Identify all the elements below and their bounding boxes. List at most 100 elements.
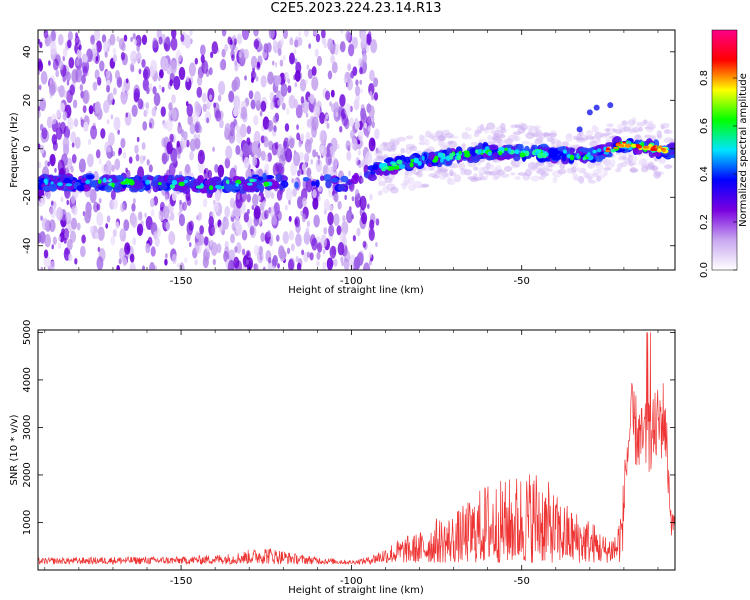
halo-blob bbox=[461, 131, 470, 140]
noise-blob bbox=[100, 128, 106, 139]
noise-blob bbox=[143, 155, 146, 161]
noise-blob bbox=[200, 44, 206, 56]
noise-blob bbox=[368, 105, 375, 119]
noise-blob bbox=[325, 90, 331, 101]
ridge-core-blob bbox=[463, 150, 470, 154]
noise-blob bbox=[136, 223, 144, 237]
noise-blob bbox=[160, 106, 166, 117]
noise-blob bbox=[271, 258, 277, 269]
halo-blob bbox=[594, 126, 599, 134]
noise-blob bbox=[296, 262, 302, 270]
y-tick-label: 3000 bbox=[22, 415, 33, 440]
halo-blob bbox=[552, 176, 558, 184]
ridge-blob bbox=[367, 173, 377, 182]
ridge-core-blob bbox=[586, 153, 590, 158]
noise-blob bbox=[58, 85, 65, 98]
halo-blob bbox=[432, 135, 439, 142]
noise-blob bbox=[282, 55, 286, 61]
noise-blob bbox=[327, 70, 333, 80]
noise-blob bbox=[287, 85, 292, 94]
hotspot-blob bbox=[613, 146, 619, 149]
noise-blob bbox=[43, 249, 49, 259]
halo-blob bbox=[461, 143, 466, 149]
ridge-core-blob bbox=[391, 162, 398, 167]
noise-blob bbox=[351, 196, 355, 202]
ridge-core-blob bbox=[596, 148, 602, 153]
halo-blob bbox=[530, 175, 540, 182]
ridge-core-blob bbox=[542, 153, 548, 159]
snr-background bbox=[38, 330, 675, 570]
noise-blob bbox=[323, 199, 330, 211]
noise-blob bbox=[253, 72, 257, 78]
noise-blob bbox=[112, 54, 118, 63]
noise-blob bbox=[143, 66, 151, 80]
noise-blob bbox=[103, 100, 110, 114]
noise-blob bbox=[359, 195, 367, 211]
noise-blob bbox=[62, 111, 68, 121]
noise-blob bbox=[139, 155, 145, 165]
noise-blob bbox=[188, 220, 194, 232]
ridge-core-blob bbox=[409, 162, 414, 168]
noise-blob bbox=[208, 215, 214, 227]
noise-blob bbox=[283, 71, 289, 82]
noise-blob bbox=[357, 192, 361, 200]
ridge-blob bbox=[605, 142, 615, 147]
noise-blob bbox=[300, 133, 305, 142]
noise-blob bbox=[41, 127, 48, 140]
noise-blob bbox=[362, 262, 371, 270]
noise-blob bbox=[240, 106, 248, 120]
halo-blob bbox=[375, 175, 382, 182]
noise-blob bbox=[197, 149, 205, 165]
halo-blob bbox=[610, 159, 616, 167]
noise-blob bbox=[116, 264, 120, 270]
y-tick-label: 20 bbox=[22, 94, 33, 107]
noise-blob bbox=[94, 69, 100, 80]
noise-blob bbox=[264, 155, 269, 163]
spectrogram-blobs bbox=[38, 30, 675, 270]
noise-blob bbox=[330, 54, 335, 64]
spectrogram-x-ticks: -150 -100 -50 bbox=[44, 30, 659, 287]
noise-blob bbox=[38, 84, 42, 91]
noise-blob bbox=[305, 112, 309, 118]
noise-blob bbox=[213, 102, 217, 108]
noise-blob bbox=[342, 215, 346, 223]
noise-blob bbox=[362, 240, 367, 249]
halo-blob bbox=[582, 134, 589, 140]
noise-blob bbox=[276, 162, 283, 175]
noise-blob bbox=[272, 60, 275, 66]
noise-blob bbox=[313, 214, 320, 228]
noise-blob bbox=[238, 50, 243, 59]
noise-blob bbox=[233, 118, 238, 127]
noise-blob bbox=[169, 79, 173, 87]
noise-blob bbox=[92, 43, 98, 54]
ridge-blob bbox=[633, 148, 643, 155]
halo-blob bbox=[381, 141, 388, 147]
noise-blob bbox=[145, 102, 150, 110]
noise-blob bbox=[62, 56, 65, 62]
ridge-core-blob bbox=[178, 181, 185, 187]
y-tick-label: 40 bbox=[22, 45, 33, 58]
noise-blob bbox=[68, 57, 75, 69]
noise-blob bbox=[38, 143, 41, 149]
noise-blob bbox=[294, 216, 300, 228]
noise-blob bbox=[132, 197, 136, 205]
halo-blob bbox=[467, 133, 472, 140]
ridge-blob bbox=[48, 182, 58, 192]
noise-blob bbox=[214, 189, 221, 202]
noise-blob bbox=[344, 194, 347, 200]
halo-blob bbox=[612, 128, 617, 132]
noise-blob bbox=[299, 152, 304, 162]
noise-blob bbox=[306, 144, 312, 154]
noise-blob bbox=[229, 43, 233, 51]
noise-blob bbox=[164, 258, 168, 266]
noise-blob bbox=[54, 145, 57, 151]
noise-blob bbox=[294, 58, 298, 65]
halo-blob bbox=[530, 164, 539, 172]
halo-blob bbox=[405, 147, 413, 154]
ridge-blob bbox=[505, 153, 512, 160]
noise-blob bbox=[106, 46, 110, 52]
noise-blob bbox=[41, 217, 49, 231]
halo-blob bbox=[572, 172, 578, 181]
hotspot-blob bbox=[605, 149, 611, 153]
ridge-core-blob bbox=[398, 164, 406, 170]
